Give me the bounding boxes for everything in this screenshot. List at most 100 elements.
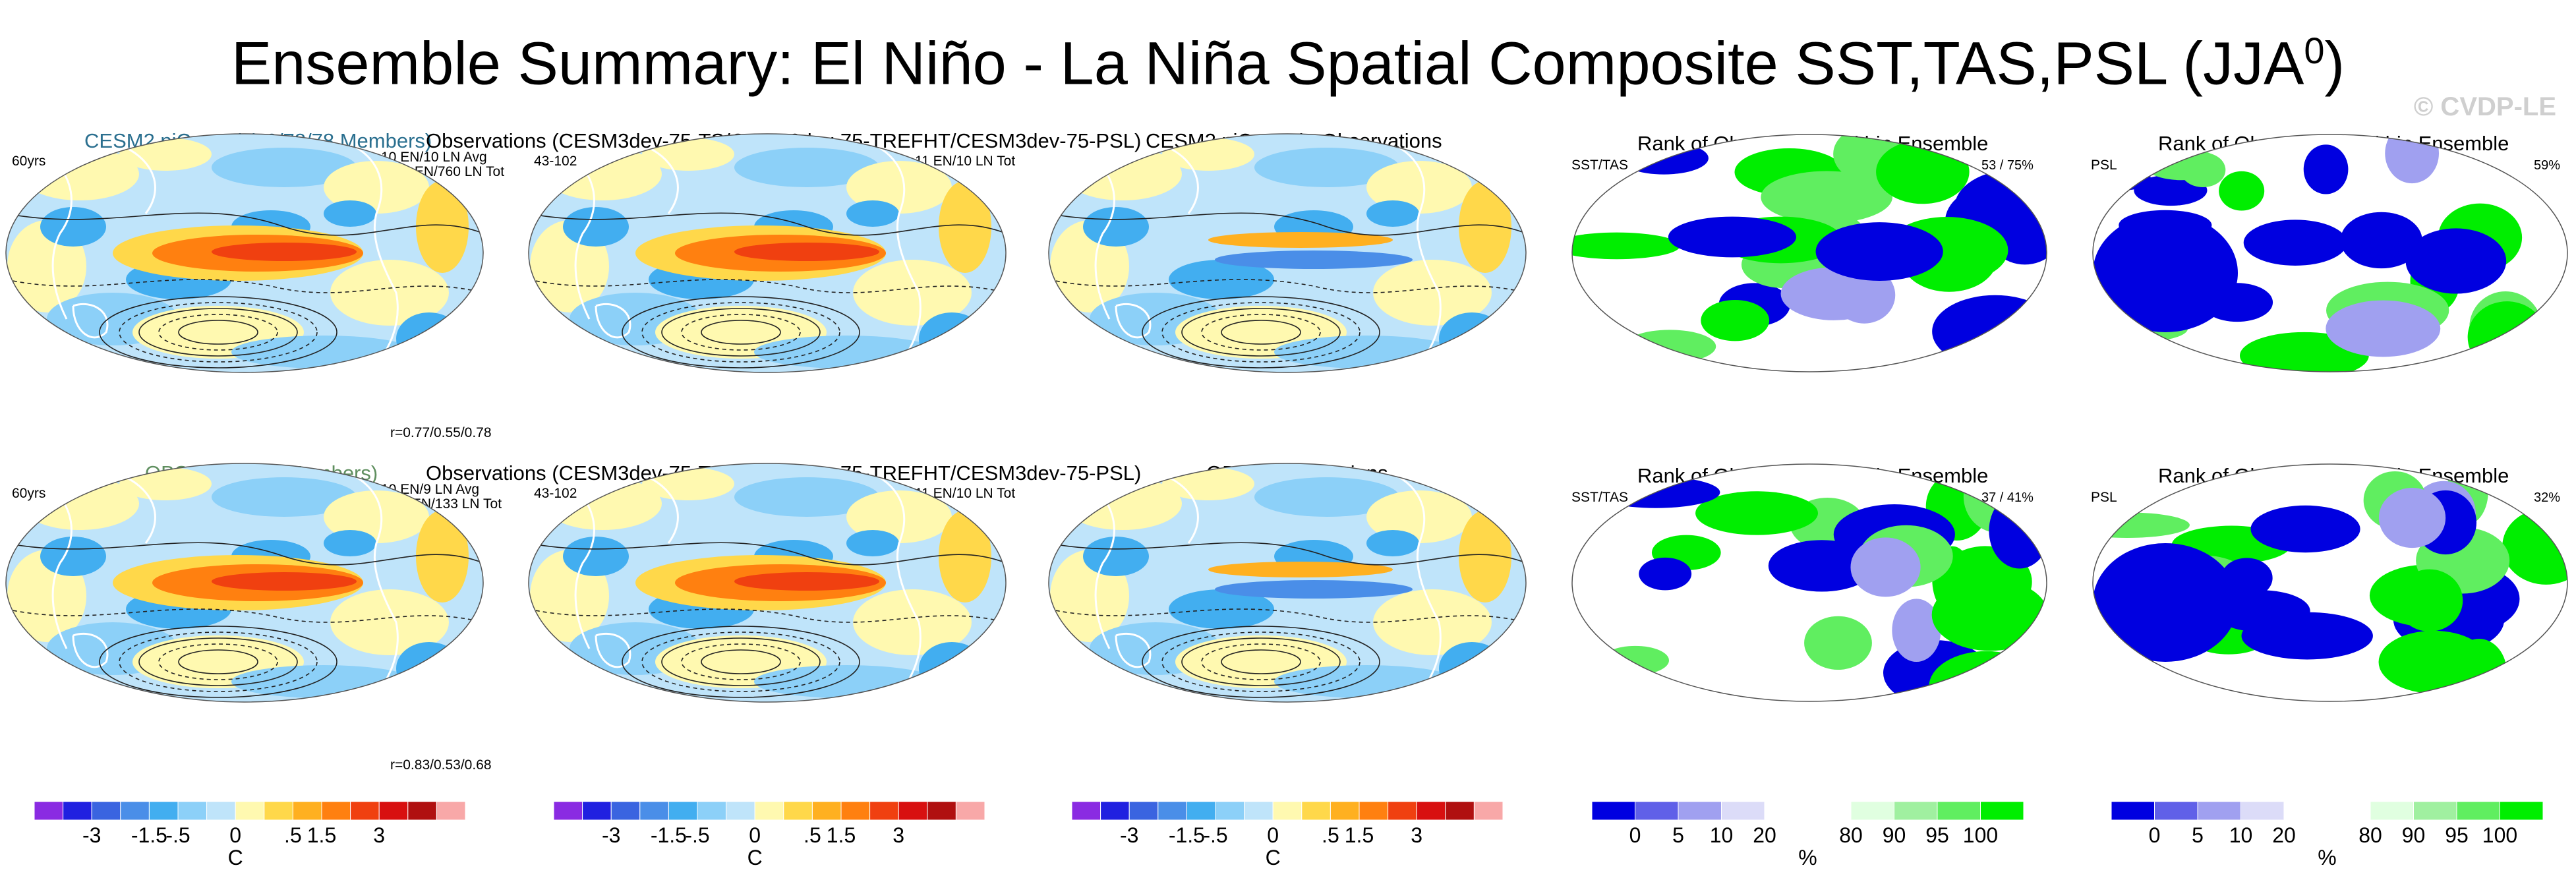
coastline bbox=[865, 469, 922, 695]
counts-avg-row1: 10 EN/10 LN Avg bbox=[381, 150, 487, 165]
sst-anomaly-patch bbox=[846, 530, 899, 556]
rank-patch bbox=[2093, 214, 2238, 332]
sst-anomaly-patch bbox=[734, 477, 879, 517]
sst-anomaly-patch bbox=[1366, 530, 1419, 556]
rank-patch bbox=[1932, 295, 2047, 368]
psl-contour bbox=[1181, 308, 1341, 357]
psl-contour bbox=[681, 314, 801, 351]
psl-contour bbox=[138, 308, 298, 357]
psl-contour bbox=[701, 649, 781, 674]
sst-anomaly-patch bbox=[1274, 336, 1459, 368]
map-border bbox=[2092, 134, 2568, 372]
map-border bbox=[5, 133, 484, 373]
sst-anomaly-patch bbox=[1459, 510, 1511, 603]
watermark: © CVDP-LE bbox=[2413, 92, 2556, 121]
coastline bbox=[1168, 146, 1199, 214]
rank-patch bbox=[2093, 543, 2238, 662]
coastline bbox=[595, 303, 631, 339]
sst-anomaly-patch bbox=[563, 207, 629, 247]
obs-counts-row1: 11 EN/10 LN Tot bbox=[915, 154, 1016, 169]
psl-contour bbox=[622, 626, 860, 698]
coastline bbox=[72, 303, 109, 339]
psl-contour bbox=[6, 542, 483, 566]
sst-anomaly-patch bbox=[1162, 467, 1254, 500]
el-nino-max bbox=[734, 572, 879, 591]
psl-contour bbox=[1049, 542, 1526, 566]
years-label-row2: 60yrs bbox=[12, 486, 46, 501]
psl-contour bbox=[1142, 296, 1380, 368]
diff-band bbox=[1208, 562, 1393, 577]
psl-contour bbox=[178, 649, 258, 674]
psl-contour bbox=[529, 212, 1006, 236]
psl-contour bbox=[641, 632, 840, 692]
map-border bbox=[1048, 133, 1527, 373]
coastline bbox=[1386, 469, 1442, 695]
rank-psl-label-row1: PSL bbox=[2091, 158, 2117, 173]
map-border bbox=[2092, 463, 2568, 702]
obs-years-row2: 43-102 bbox=[534, 486, 577, 501]
psl-contour bbox=[1142, 626, 1380, 698]
sst-anomaly-patch bbox=[212, 477, 357, 517]
rank-patch bbox=[1892, 599, 1941, 662]
rank-sst-label-row2: SST/TAS bbox=[1571, 490, 1628, 505]
rank-patch bbox=[1619, 142, 1709, 175]
psl-contour bbox=[1221, 320, 1301, 345]
sst-anomaly-patch bbox=[40, 207, 106, 247]
sst-anomaly-patch bbox=[846, 200, 899, 227]
sst-anomaly-patch bbox=[1254, 477, 1399, 517]
psl-contour bbox=[158, 314, 278, 351]
sst-anomaly-patch bbox=[1162, 138, 1254, 171]
temp-map-obs-1 bbox=[528, 463, 1007, 703]
coastline bbox=[865, 140, 922, 366]
rank-psl-pct-row2: 32% bbox=[2534, 490, 2561, 505]
el-nino-max bbox=[734, 243, 879, 261]
rank-patch bbox=[2385, 134, 2440, 184]
sst-anomaly-patch bbox=[1459, 181, 1511, 273]
sst-anomaly-patch bbox=[642, 467, 734, 500]
sst-anomaly-patch bbox=[324, 530, 376, 556]
rank-patch bbox=[1572, 232, 1680, 260]
psl-contour bbox=[1221, 649, 1301, 674]
sst-anomaly-patch bbox=[40, 537, 106, 576]
rank-patch bbox=[1850, 537, 1921, 597]
el-nino-max bbox=[212, 243, 357, 261]
sst-anomaly-patch bbox=[119, 138, 212, 171]
sst-anomaly-patch bbox=[754, 665, 939, 698]
coastline bbox=[648, 476, 679, 544]
rank-patch bbox=[2303, 144, 2349, 194]
coastline bbox=[125, 476, 156, 544]
page-title: Ensemble Summary: El Niño - La Niña Spat… bbox=[231, 30, 2345, 98]
psl-contour bbox=[6, 212, 483, 236]
coastline bbox=[1115, 303, 1152, 339]
sst-anomaly-patch bbox=[642, 138, 734, 171]
rank-patch bbox=[1804, 616, 1872, 670]
rank-patch bbox=[1701, 300, 1770, 341]
temp-map-ensemble-1 bbox=[5, 463, 484, 703]
sst-anomaly-patch bbox=[1274, 665, 1459, 698]
coastline bbox=[648, 146, 679, 214]
sst-anomaly-patch bbox=[324, 200, 376, 227]
sst-anomaly-patch bbox=[212, 148, 357, 187]
sst-anomaly-patch bbox=[1366, 200, 1419, 227]
rank-patch bbox=[1668, 216, 1797, 258]
temp-map-ensemble-0 bbox=[5, 133, 484, 373]
sst-anomaly-patch bbox=[754, 336, 939, 368]
psl-contour bbox=[119, 632, 318, 692]
rank-patch bbox=[2097, 165, 2151, 191]
psl-contour bbox=[681, 643, 801, 680]
psl-contour bbox=[138, 637, 298, 686]
rank-patch bbox=[1876, 140, 1970, 204]
rank-patch bbox=[2143, 148, 2220, 181]
rank-patch bbox=[2396, 569, 2463, 632]
obs-years-row1: 43-102 bbox=[534, 154, 577, 169]
psl-contour bbox=[1201, 314, 1321, 351]
sst-anomaly-patch bbox=[1439, 312, 1505, 365]
psl-contour bbox=[1181, 637, 1341, 686]
temp-map-diff-0 bbox=[1048, 133, 1527, 373]
sst-anomaly-patch bbox=[563, 537, 629, 576]
rank-patch bbox=[2250, 505, 2360, 553]
sst-anomaly-patch bbox=[734, 148, 879, 187]
coastline bbox=[343, 140, 399, 366]
rank-patch bbox=[2340, 212, 2422, 269]
